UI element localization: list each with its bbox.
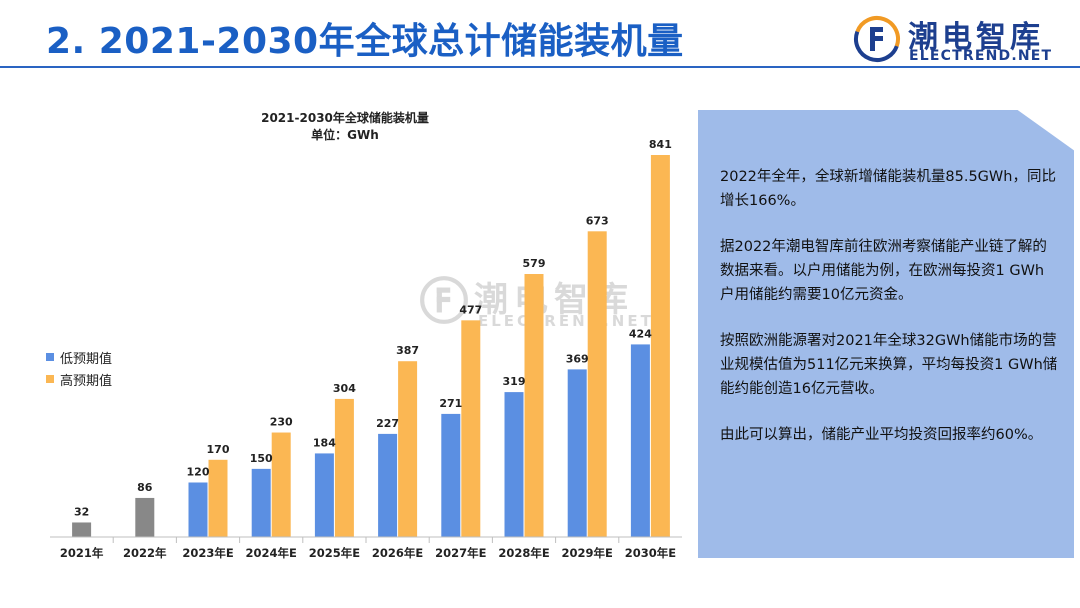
chart-unit: 单位：GWh (311, 128, 379, 142)
chart-title-block: 2021-2030年全球储能装机量 单位：GWh (215, 110, 475, 144)
logo-name: 潮电智库 (908, 20, 1044, 55)
x-tick-label-5: 2026年E (372, 546, 424, 560)
bar-historical-1 (135, 497, 155, 537)
value-label-low-2: 120 (187, 465, 210, 478)
x-tick-label-2: 2023年E (182, 546, 234, 560)
bar-high-2 (208, 459, 228, 537)
panel-paragraph-2: 据2022年潮电智库前往欧洲考察储能产业链了解的数据来看。以户用储能为例，在欧洲… (720, 239, 1047, 303)
legend-label-high: 高预期值 (60, 373, 113, 389)
legend-item-low: 低预期值 (46, 346, 112, 368)
chart-legend: 低预期值 高预期值 (46, 346, 112, 390)
chart-title: 2021-2030年全球储能装机量 (261, 111, 429, 125)
bar-high-4 (334, 398, 354, 537)
legend-swatch-high (46, 375, 54, 383)
bar-low-4 (314, 453, 334, 537)
bar-high-8 (587, 231, 607, 538)
logo-subtitle: ELECTREND.NET (909, 48, 1053, 64)
x-tick-label-9: 2030年E (625, 546, 677, 560)
x-tick-label-1: 2022年 (123, 546, 167, 560)
bar-low-5 (378, 433, 398, 537)
value-label-high-8: 673 (586, 214, 609, 227)
value-label-low-3: 150 (250, 452, 273, 465)
bar-high-5 (398, 361, 418, 537)
bar-high-3 (271, 432, 291, 537)
bar-high-9 (650, 155, 670, 537)
bar-high-7 (524, 274, 544, 537)
info-panel-text: 2022年全年，全球新增储能装机量85.5GWh，同比增长166%。 据2022… (720, 165, 1058, 469)
legend-swatch-low (46, 353, 54, 361)
panel-paragraph-3: 按照欧洲能源署对2021年全球32GWh储能市场的营业规模估值为511亿元来换算… (720, 333, 1058, 397)
bar-chart: 32 86 120 170 150 230 184 304 227 387 271 477 319 579… (50, 138, 682, 560)
value-label-low-7: 319 (503, 375, 526, 388)
value-label-low-4: 184 (313, 436, 336, 449)
value-label-high-4: 304 (333, 382, 356, 395)
value-label-low-6: 271 (439, 397, 462, 410)
bar-low-7 (504, 392, 524, 537)
value-label-historical-1: 86 (137, 481, 153, 494)
x-tick-label-6: 2027年E (435, 546, 487, 560)
value-label-historical-0: 32 (74, 505, 89, 518)
bar-low-6 (441, 413, 461, 537)
brand-logo: 潮电智库 ELECTREND.NET (852, 10, 1074, 64)
legend-item-high: 高预期值 (46, 368, 112, 390)
value-label-high-7: 579 (523, 257, 546, 270)
bar-low-8 (567, 369, 587, 537)
panel-paragraph-4: 由此可以算出，储能产业平均投资回报率约60%。 (720, 427, 1043, 443)
value-label-high-5: 387 (396, 344, 419, 357)
info-panel (698, 110, 1074, 558)
value-label-high-2: 170 (207, 443, 230, 456)
value-label-low-5: 227 (376, 417, 399, 430)
value-label-high-3: 230 (270, 416, 293, 429)
bar-high-6 (461, 320, 481, 537)
value-label-high-6: 477 (459, 303, 482, 316)
bar-low-9 (630, 344, 650, 537)
page-title: 2. 2021-2030年全球总计储能装机量 (46, 21, 684, 62)
x-tick-label-3: 2024年E (246, 546, 298, 560)
legend-label-low: 低预期值 (60, 351, 113, 367)
x-tick-label-7: 2028年E (498, 546, 550, 560)
bar-low-2 (188, 482, 208, 537)
value-label-low-9: 424 (629, 327, 652, 340)
x-tick-label-8: 2029年E (562, 546, 614, 560)
value-label-high-9: 841 (649, 138, 672, 151)
bar-historical-0 (72, 522, 92, 537)
bar-low-3 (251, 468, 271, 537)
value-label-low-8: 369 (566, 352, 589, 365)
x-tick-label-4: 2025年E (309, 546, 361, 560)
x-tick-label-0: 2021年 (60, 546, 104, 560)
panel-paragraph-1: 2022年全年，全球新增储能装机量85.5GWh，同比增长166%。 (720, 169, 1056, 209)
title-divider (0, 66, 1080, 68)
logo-icon (854, 15, 900, 62)
